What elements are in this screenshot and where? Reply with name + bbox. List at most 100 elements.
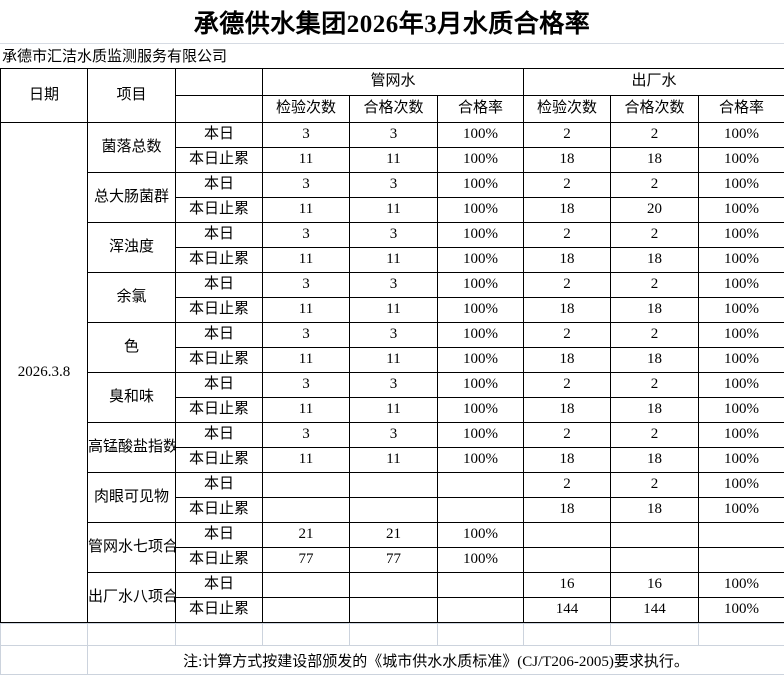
spacer-cell xyxy=(437,623,524,646)
table-row: 浑浊度 本日 3 3 100% 2 2 100% xyxy=(1,222,784,273)
footer-note: 注:计算方式按建设部颁发的《城市供水水质标准》(CJ/T206-2005)要求执… xyxy=(87,645,784,675)
cell-plant-rate: 100% xyxy=(698,297,784,323)
company-name: 承德市汇洁水质监测服务有限公司 xyxy=(2,46,228,65)
cell-pipe-rate: 100% xyxy=(436,322,525,348)
cell-pipe-rate: 100% xyxy=(436,197,525,223)
spacer-cell xyxy=(523,623,611,646)
cell-period-cumulative: 本日止累 xyxy=(175,397,263,423)
header-pipe-tests: 检验次数 xyxy=(262,95,350,123)
cell-pipe-passes xyxy=(349,572,438,598)
cell-period-today: 本日 xyxy=(175,372,263,398)
cell-pipe-passes: 11 xyxy=(349,247,438,273)
cell-plant-tests xyxy=(523,522,612,548)
note-row: 注:计算方式按建设部颁发的《城市供水水质标准》(CJ/T206-2005)要求执… xyxy=(0,645,784,675)
cell-pipe-rate: 100% xyxy=(436,547,525,573)
cell-item-name: 肉眼可见物 xyxy=(87,472,176,523)
table-row: 2026.3.8 菌落总数 本日 3 3 100% 2 2 100% xyxy=(0,122,784,623)
table-row: 高锰酸盐指数 本日 3 3 100% 2 2 100% xyxy=(1,422,784,473)
cell-pipe-tests: 3 xyxy=(262,422,350,448)
cell-plant-tests: 18 xyxy=(523,297,612,323)
cell-plant-passes: 18 xyxy=(610,447,700,473)
cell-pipe-tests: 3 xyxy=(262,372,350,398)
cell-plant-passes xyxy=(610,522,700,548)
cell-plant-rate: 100% xyxy=(698,497,784,523)
cell-plant-rate: 100% xyxy=(698,197,784,223)
cell-plant-rate: 100% xyxy=(698,347,784,373)
cell-pipe-passes xyxy=(349,597,438,623)
header-group-pipe-water: 管网水 xyxy=(261,68,525,96)
cell-pipe-tests xyxy=(262,497,350,523)
cell-pipe-passes xyxy=(349,497,438,523)
cell-pipe-passes: 3 xyxy=(349,372,438,398)
table-row: 本日止累 144 144 100% xyxy=(1,597,784,623)
table-row: 本日止累 11 11 100% 18 18 100% xyxy=(1,247,784,273)
cell-plant-passes: 18 xyxy=(610,397,700,423)
cell-plant-tests: 18 xyxy=(523,497,612,523)
spacer-cell xyxy=(0,623,88,646)
cell-period-today: 本日 xyxy=(175,272,263,298)
header-date: 日期 xyxy=(0,68,88,123)
cell-item-name: 色 xyxy=(87,322,176,373)
header-row-groups: 日期 项目 管网水 出厂水 xyxy=(0,68,784,123)
cell-plant-tests: 18 xyxy=(523,447,612,473)
cell-plant-passes: 2 xyxy=(610,172,700,198)
cell-pipe-tests xyxy=(262,597,350,623)
cell-plant-rate: 100% xyxy=(698,397,784,423)
footer-table: 注:计算方式按建设部颁发的《城市供水水质标准》(CJ/T206-2005)要求执… xyxy=(0,623,784,675)
table-header: 日期 项目 管网水 出厂水 检验次数 合格次数 合格率 检验次数 合格次数 合格… xyxy=(0,68,784,123)
cell-plant-tests: 18 xyxy=(523,147,612,173)
cell-pipe-passes: 11 xyxy=(349,297,438,323)
table-row: 色本日 3 3 100% 2 2 100% xyxy=(1,322,784,373)
cell-pipe-tests: 11 xyxy=(262,347,350,373)
cell-plant-passes: 18 xyxy=(610,147,700,173)
cell-plant-tests: 2 xyxy=(523,222,612,248)
cell-pipe-tests: 11 xyxy=(262,447,350,473)
spacer-cell xyxy=(262,623,350,646)
cell-pipe-passes: 3 xyxy=(349,172,438,198)
cell-pipe-passes: 3 xyxy=(349,222,438,248)
cell-plant-tests: 18 xyxy=(523,247,612,273)
cell-plant-tests: 2 xyxy=(523,272,612,298)
spacer-cell xyxy=(610,623,699,646)
cell-pipe-rate xyxy=(436,597,525,623)
cell-period-cumulative: 本日止累 xyxy=(175,197,263,223)
cell-pipe-passes: 77 xyxy=(349,547,438,573)
cell-plant-rate: 100% xyxy=(698,472,784,498)
header-plant-passes: 合格次数 xyxy=(610,95,700,123)
cell-plant-rate: 100% xyxy=(698,122,784,148)
cell-plant-tests: 18 xyxy=(523,347,612,373)
cell-plant-passes: 2 xyxy=(610,472,700,498)
water-quality-table: 日期 项目 管网水 出厂水 检验次数 合格次数 合格率 检验次数 合格次数 合格… xyxy=(0,68,784,623)
cell-period-cumulative: 本日止累 xyxy=(175,547,263,573)
cell-pipe-tests xyxy=(262,472,350,498)
header-group-plant-water: 出厂水 xyxy=(523,68,784,96)
cell-pipe-passes: 3 xyxy=(349,322,438,348)
cell-plant-passes: 2 xyxy=(610,272,700,298)
cell-plant-tests: 2 xyxy=(523,472,612,498)
cell-pipe-rate: 100% xyxy=(436,147,525,173)
cell-plant-rate xyxy=(698,522,784,548)
cell-plant-rate: 100% xyxy=(698,247,784,273)
cell-period-cumulative: 本日止累 xyxy=(175,247,263,273)
cell-plant-passes: 2 xyxy=(610,222,700,248)
cell-plant-rate: 100% xyxy=(698,572,784,598)
cell-pipe-tests: 3 xyxy=(262,322,350,348)
cell-pipe-rate: 100% xyxy=(436,272,525,298)
spacer-cell xyxy=(349,623,438,646)
cell-pipe-rate: 100% xyxy=(436,347,525,373)
cell-plant-passes: 2 xyxy=(610,372,700,398)
cell-pipe-passes: 11 xyxy=(349,397,438,423)
cell-date: 2026.3.8 xyxy=(0,122,88,623)
cell-pipe-tests: 11 xyxy=(262,197,350,223)
table-row: 出厂水八项合格率本日1616100% xyxy=(1,572,784,623)
cell-plant-passes: 2 xyxy=(610,422,700,448)
cell-plant-tests: 2 xyxy=(523,422,612,448)
cell-plant-tests: 16 xyxy=(523,572,612,598)
cell-plant-rate: 100% xyxy=(698,272,784,298)
cell-period-today: 本日 xyxy=(175,422,263,448)
cell-plant-passes: 2 xyxy=(610,122,700,148)
cell-pipe-tests: 77 xyxy=(262,547,350,573)
table-row: 管网水七项合格率本日2121100% xyxy=(1,522,784,573)
cell-pipe-rate: 100% xyxy=(436,122,525,148)
